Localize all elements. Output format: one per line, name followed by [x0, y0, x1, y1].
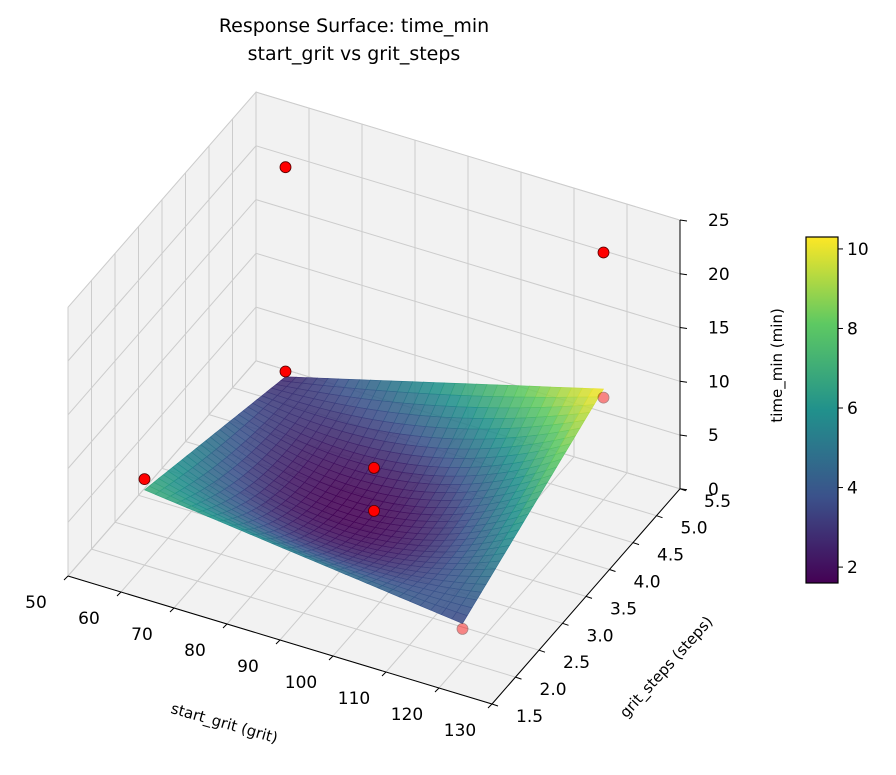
y-tick-label: 3.5 — [610, 599, 637, 619]
z-tick-label: 5 — [708, 426, 719, 446]
y-tick — [491, 703, 499, 707]
y-tick — [632, 542, 640, 546]
y-tick — [562, 622, 569, 626]
y-tick-label: 5.5 — [704, 492, 731, 512]
y-tick-label: 4.0 — [634, 573, 661, 593]
z-tick-label: 25 — [708, 211, 730, 231]
z-tick — [679, 434, 688, 437]
data-point — [456, 623, 469, 635]
x-tick — [63, 575, 69, 581]
z-axis-label: time_min (min) — [768, 308, 787, 422]
data-point — [597, 246, 610, 259]
grid-line-z — [67, 145, 681, 362]
y-tick-label: 3.0 — [587, 626, 614, 646]
x-tick-label: 70 — [131, 625, 153, 645]
grid-line-z — [67, 199, 681, 416]
data-points — [138, 161, 610, 517]
y-axis-label: grit_steps (steps) — [616, 613, 717, 722]
y-tick-label: 2.5 — [563, 653, 590, 673]
x-tick — [169, 607, 175, 613]
x-tick — [275, 639, 281, 645]
colorbar-tick-label: 8 — [847, 320, 858, 340]
x-tick-label: 100 — [285, 673, 317, 693]
y-tick-label: 4.5 — [657, 546, 684, 566]
y-tick-label: 5.0 — [681, 519, 708, 539]
x-tick-label: 110 — [338, 689, 370, 709]
x-tick-label: 80 — [184, 641, 206, 661]
colorbar: 2 4 6 8 10 — [805, 236, 869, 584]
x-tick — [328, 655, 334, 661]
z-tick — [679, 219, 688, 222]
surface-patch — [451, 611, 468, 624]
grid-line-z — [67, 91, 681, 308]
x-tick — [487, 703, 493, 709]
y-tick — [538, 649, 546, 653]
colorbar-bar — [805, 236, 839, 584]
x-axis-label: start_grit (grit) — [169, 699, 280, 748]
response-surface — [143, 376, 610, 635]
colorbar-tick-label: 2 — [847, 558, 858, 578]
z-tick — [679, 273, 688, 276]
x-tick-label: 50 — [25, 593, 47, 613]
colorbar-tick-label: 6 — [847, 399, 858, 419]
x-tick-label: 90 — [237, 657, 259, 677]
z-tick-label: 15 — [708, 319, 730, 339]
colorbar-tick-label: 4 — [847, 479, 858, 499]
z-tick — [679, 380, 688, 383]
z-tick — [679, 327, 688, 330]
data-point — [279, 161, 292, 174]
x-tick — [222, 623, 228, 629]
x-tick-label: 130 — [444, 721, 476, 741]
chart-subtitle: start_grit vs grit_steps — [248, 43, 461, 65]
x-tick-label: 120 — [391, 705, 423, 725]
x-tick — [434, 687, 440, 693]
y-tick-label: 1.5 — [516, 707, 543, 727]
chart-title: Response Surface: time_min — [219, 15, 489, 37]
x-tick — [116, 591, 122, 597]
z-tick — [679, 488, 688, 491]
grid-line-z — [67, 252, 681, 469]
y-tick-label: 2.0 — [540, 680, 567, 700]
data-point — [368, 461, 380, 474]
y-tick — [656, 515, 663, 519]
colorbar-tick-label: 10 — [847, 240, 869, 260]
data-point — [597, 391, 610, 404]
y-tick — [515, 676, 522, 680]
x-tick-label: 60 — [78, 609, 100, 629]
z-tick-label: 0 — [708, 480, 719, 500]
data-point — [279, 365, 292, 378]
z-tick-label: 20 — [708, 265, 730, 285]
y-tick — [609, 569, 616, 572]
x-tick — [381, 671, 387, 677]
data-point — [138, 473, 151, 486]
y-tick — [585, 595, 593, 599]
z-tick-label: 10 — [708, 372, 730, 392]
data-point — [368, 504, 380, 517]
